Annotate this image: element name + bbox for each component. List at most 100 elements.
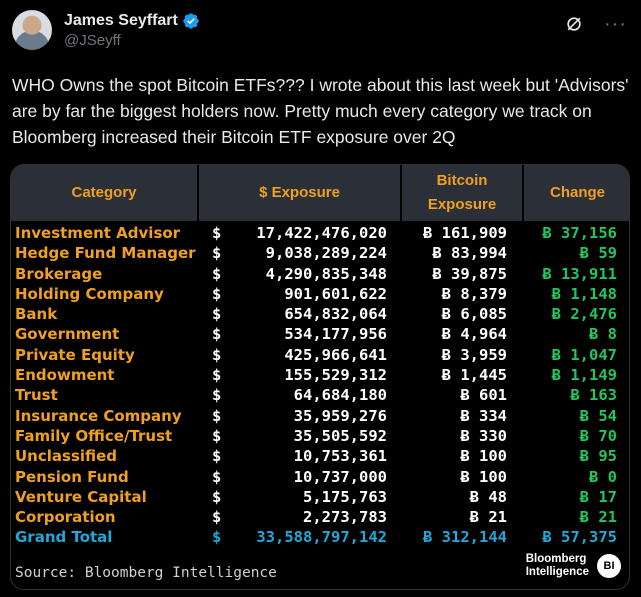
dollar-sign-cell: $ [212,325,222,344]
bi-logo-mark: BI [597,554,621,578]
table-row: Investment Advisor $17,422,476,020 Ƀ 161,9… [11,223,629,243]
table-row: Pension Fund $10,737,000 Ƀ 100 Ƀ 0 [11,467,629,487]
more-options-icon[interactable]: ··· [604,13,627,35]
change-cell: Ƀ 37,156 [542,224,617,242]
change-cell: Ƀ 163 [570,386,617,405]
table-row: Corporation $2,273,783 Ƀ 21 Ƀ 21 [11,507,629,527]
table-row: Venture Capital $5,175,763 Ƀ 48 Ƀ 17 [11,487,629,507]
exposure-cell: 10,753,361 [293,447,387,466]
author-name[interactable]: James Seyffart [64,12,178,29]
bitcoin-exposure-cell: Ƀ 83,994 [432,244,507,263]
bitcoin-exposure-cell: Ƀ 48 [469,487,507,506]
dollar-sign-cell: $ [212,528,222,547]
dollar-sign-cell: $ [212,284,222,303]
exposure-cell: 35,959,276 [293,406,387,425]
tweet-text: WHO Owns the spot Bitcoin ETFs??? I wrot… [12,75,629,147]
change-cell: Ƀ 70 [579,426,617,445]
dollar-sign-cell: $ [212,386,222,405]
bitcoin-exposure-cell: Ƀ 100 [460,467,507,486]
table-row: Bank $654,832,064 Ƀ 6,085 Ƀ 2,476 [11,304,629,324]
avatar[interactable] [12,10,52,50]
table-row: Brokerage $4,290,835,348 Ƀ 39,875 Ƀ 13,911 [11,264,629,284]
table-body: Investment Advisor $17,422,476,020 Ƀ 161,9… [11,223,629,548]
change-cell: Ƀ 54 [579,406,617,425]
category-cell: Government [15,325,120,344]
exposure-cell: 9,038,289,224 [265,244,387,263]
exposure-cell: 17,422,476,020 [256,224,387,242]
dollar-sign-cell: $ [212,366,222,385]
bitcoin-exposure-cell: Ƀ 21 [469,508,507,527]
bitcoin-exposure-cell: Ƀ 8,379 [441,284,507,303]
dollar-sign-cell: $ [212,224,222,242]
logo-text: Bloomberg Intelligence [526,553,589,579]
category-cell: Trust [15,386,58,405]
header-category: Category [11,165,197,221]
category-cell: Family Office/Trust [15,426,173,445]
logo-line1: Bloomberg [525,553,587,565]
source-note: Source: Bloomberg Intelligence [15,565,277,581]
category-cell: Bank [15,305,58,324]
bloomberg-intelligence-logo: Bloomberg Intelligence BI [526,553,621,579]
category-cell: Unclassified [15,447,118,466]
exposure-cell: 155,529,312 [284,366,387,385]
dollar-sign-cell: $ [212,406,222,425]
category-cell: Insurance Company [15,406,182,425]
category-cell: Holding Company [15,284,164,303]
grand-total-row: Grand Total $33,588,797,142 Ƀ 312,144 Ƀ 57,… [11,527,629,547]
dollar-sign-cell: $ [212,264,222,283]
table-row: Holding Company $901,601,622 Ƀ 8,379 Ƀ 1,14… [11,284,629,304]
author-handle[interactable]: @JSeyff [64,32,121,49]
bitcoin-exposure-cell: Ƀ 161,909 [423,224,507,242]
category-cell: Corporation [15,508,116,527]
table-row: Endowment $155,529,312 Ƀ 1,445 Ƀ 1,149 [11,365,629,385]
table-row: Family Office/Trust $35,505,592 Ƀ 330 Ƀ 70 [11,426,629,446]
change-cell: Ƀ 1,149 [551,366,617,385]
dollar-sign-cell: $ [212,345,222,364]
header-actions: ··· [564,14,627,34]
bitcoin-exposure-cell: Ƀ 39,875 [432,264,507,283]
table-row: Hedge Fund Manager $9,038,289,224 Ƀ 83,994… [11,243,629,263]
category-cell: Private Equity [15,345,135,364]
exposure-cell: 33,588,797,142 [256,528,387,547]
dollar-sign-cell: $ [212,426,222,445]
exposure-cell: 10,737,000 [293,467,387,486]
table-row: Trust $64,684,180 Ƀ 601 Ƀ 163 [11,385,629,405]
change-cell: Ƀ 8 [589,325,617,344]
bitcoin-exposure-cell: Ƀ 100 [460,447,507,466]
dollar-sign-cell: $ [212,467,222,486]
exposure-cell: 534,177,956 [284,325,387,344]
tweet-image[interactable]: Category $ Exposure Bitcoin Exposure Cha… [10,164,630,590]
table-row: Unclassified $10,753,361 Ƀ 100 Ƀ 95 [11,446,629,466]
category-cell: Pension Fund [15,467,129,486]
table-row: Insurance Company $35,959,276 Ƀ 334 Ƀ 54 [11,406,629,426]
exposure-cell: 35,505,592 [293,426,387,445]
exposure-cell: 4,290,835,348 [265,264,387,283]
category-cell: Venture Capital [15,487,147,506]
exposure-cell: 901,601,622 [284,284,387,303]
dollar-sign-cell: $ [212,244,222,263]
name-row: James Seyffart [64,12,200,30]
bitcoin-exposure-cell: Ƀ 330 [460,426,507,445]
grok-icon[interactable] [564,14,584,34]
table-row: Government $534,177,956 Ƀ 4,964 Ƀ 8 [11,324,629,344]
header-change: Change [524,165,629,221]
dollar-sign-cell: $ [212,508,222,527]
change-cell: Ƀ 1,148 [551,284,617,303]
table-row: Private Equity $425,966,641 Ƀ 3,959 Ƀ 1,047 [11,345,629,365]
exposure-cell: 2,273,783 [303,508,387,527]
change-cell: Ƀ 17 [579,487,617,506]
exposure-cell: 425,966,641 [284,345,387,364]
header-bitcoin-line2: Exposure [427,196,497,213]
table-header: Category $ Exposure Bitcoin Exposure Cha… [11,165,629,221]
header-exposure: $ Exposure [199,165,400,221]
category-cell: Grand Total [15,528,113,547]
bitcoin-exposure-cell: Ƀ 601 [460,386,507,405]
category-cell: Endowment [15,366,115,385]
dollar-sign-cell: $ [212,447,222,466]
change-cell: Ƀ 13,911 [542,264,617,283]
category-cell: Investment Advisor [15,224,181,242]
change-cell: Ƀ 59 [579,244,617,263]
change-cell: Ƀ 21 [579,508,617,527]
logo-line2: Intelligence [525,566,589,578]
exposure-cell: 5,175,763 [303,487,387,506]
